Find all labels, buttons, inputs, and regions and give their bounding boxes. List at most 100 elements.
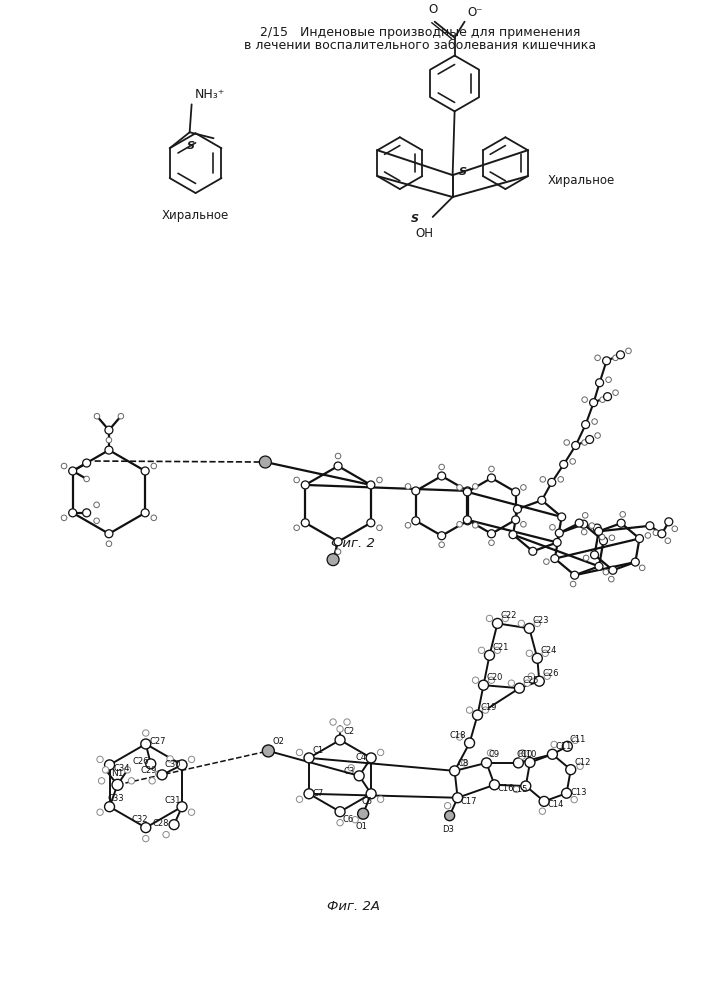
- Circle shape: [294, 525, 300, 531]
- Circle shape: [472, 677, 479, 683]
- Text: S: S: [411, 214, 419, 224]
- Circle shape: [489, 677, 495, 683]
- Circle shape: [98, 778, 105, 784]
- Circle shape: [489, 540, 494, 546]
- Text: C11: C11: [569, 735, 585, 744]
- Circle shape: [112, 779, 123, 790]
- Circle shape: [512, 488, 520, 496]
- Circle shape: [513, 786, 520, 793]
- Circle shape: [524, 680, 530, 686]
- Circle shape: [94, 518, 100, 524]
- Circle shape: [589, 523, 595, 528]
- Circle shape: [188, 756, 194, 763]
- Circle shape: [539, 796, 549, 806]
- Circle shape: [367, 519, 375, 527]
- Circle shape: [572, 442, 580, 449]
- Circle shape: [562, 741, 573, 751]
- Circle shape: [94, 502, 100, 508]
- Circle shape: [529, 547, 537, 555]
- Circle shape: [582, 440, 588, 445]
- Circle shape: [525, 757, 535, 767]
- Text: C7: C7: [313, 789, 325, 798]
- Text: C11: C11: [556, 742, 572, 751]
- Circle shape: [547, 749, 557, 759]
- Circle shape: [106, 437, 112, 443]
- Circle shape: [571, 581, 576, 587]
- Text: N1: N1: [111, 769, 124, 778]
- Text: C19: C19: [481, 703, 497, 712]
- Circle shape: [472, 523, 478, 528]
- Circle shape: [301, 519, 309, 527]
- Circle shape: [352, 816, 358, 823]
- Circle shape: [582, 421, 590, 429]
- Circle shape: [327, 554, 339, 566]
- Circle shape: [575, 519, 583, 527]
- Circle shape: [604, 393, 612, 401]
- Circle shape: [464, 738, 474, 748]
- Text: C32: C32: [132, 815, 148, 824]
- Text: C10: C10: [520, 750, 537, 759]
- Text: C13: C13: [571, 788, 587, 797]
- Text: S: S: [459, 167, 467, 177]
- Circle shape: [354, 771, 364, 781]
- Circle shape: [366, 789, 376, 799]
- Circle shape: [564, 440, 570, 445]
- Circle shape: [105, 446, 113, 454]
- Circle shape: [548, 478, 556, 486]
- Circle shape: [463, 516, 472, 524]
- Text: C1: C1: [313, 746, 324, 755]
- Text: Хиральное: Хиральное: [547, 174, 614, 187]
- Circle shape: [141, 739, 151, 749]
- Circle shape: [639, 565, 645, 571]
- Circle shape: [558, 513, 566, 521]
- Text: C8: C8: [457, 759, 469, 768]
- Circle shape: [486, 615, 493, 622]
- Circle shape: [519, 753, 525, 759]
- Text: S: S: [187, 141, 194, 151]
- Circle shape: [296, 796, 303, 802]
- Circle shape: [571, 571, 578, 579]
- Circle shape: [188, 809, 194, 815]
- Text: Хиральное: Хиральное: [162, 209, 229, 222]
- Circle shape: [479, 647, 485, 654]
- Circle shape: [103, 767, 109, 773]
- Circle shape: [487, 750, 493, 756]
- Circle shape: [602, 357, 611, 365]
- Circle shape: [335, 735, 345, 745]
- Circle shape: [613, 390, 619, 395]
- Circle shape: [595, 527, 602, 535]
- Circle shape: [593, 524, 601, 532]
- Circle shape: [330, 719, 337, 725]
- Circle shape: [606, 377, 612, 383]
- Circle shape: [301, 481, 309, 489]
- Circle shape: [600, 537, 607, 545]
- Circle shape: [151, 463, 156, 469]
- Circle shape: [479, 680, 489, 690]
- Circle shape: [438, 472, 445, 480]
- Circle shape: [609, 566, 617, 574]
- Circle shape: [551, 555, 559, 563]
- Circle shape: [571, 796, 578, 803]
- Circle shape: [296, 749, 303, 756]
- Circle shape: [105, 530, 113, 538]
- Circle shape: [539, 808, 546, 814]
- Circle shape: [177, 760, 187, 770]
- Circle shape: [62, 463, 67, 469]
- Circle shape: [464, 487, 472, 495]
- Circle shape: [94, 413, 100, 419]
- Circle shape: [105, 760, 115, 770]
- Circle shape: [532, 653, 542, 663]
- Circle shape: [592, 419, 597, 424]
- Text: в лечении воспалительного заболевания кишечника: в лечении воспалительного заболевания ки…: [244, 39, 596, 52]
- Circle shape: [582, 397, 588, 402]
- Circle shape: [405, 484, 411, 489]
- Circle shape: [105, 802, 115, 812]
- Circle shape: [304, 753, 314, 763]
- Text: C31: C31: [164, 796, 180, 805]
- Text: C23: C23: [532, 616, 549, 625]
- Circle shape: [645, 533, 650, 538]
- Circle shape: [472, 710, 482, 720]
- Circle shape: [549, 524, 555, 530]
- Text: C17: C17: [460, 797, 477, 806]
- Circle shape: [141, 467, 149, 475]
